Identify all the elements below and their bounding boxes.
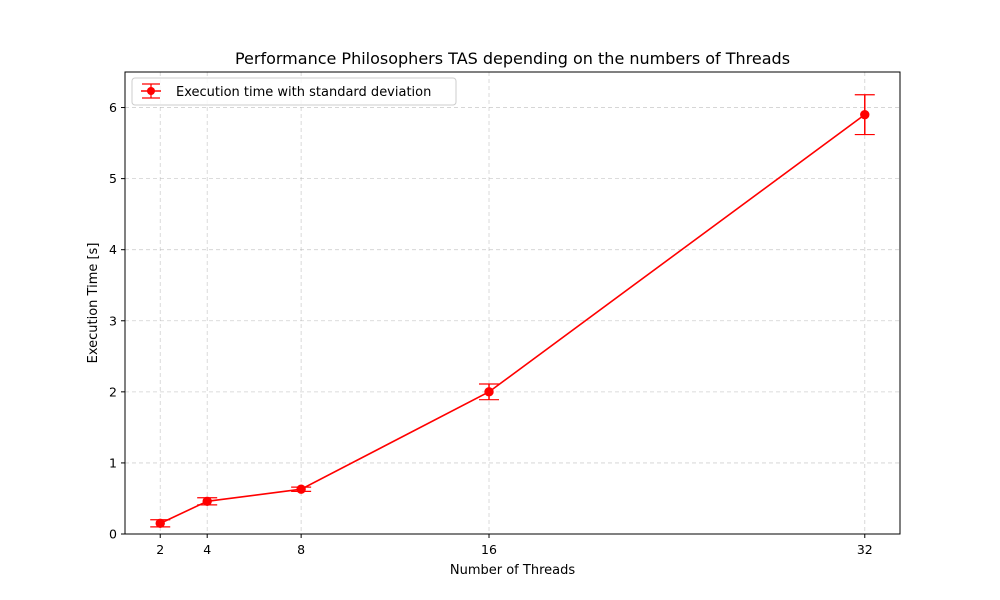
- legend-box: [131, 77, 457, 106]
- data-point: [860, 109, 870, 120]
- axis-ticks: 2 4 8 16 32 0 1 2 3 4 5 6: [109, 100, 873, 557]
- data-point: [296, 484, 306, 494]
- plot-frame: [124, 71, 901, 535]
- y-tick-label: 2: [109, 384, 117, 399]
- y-tick-label: 4: [109, 242, 117, 257]
- y-tick-label: 6: [109, 100, 117, 115]
- x-tick-label: 8: [297, 542, 305, 557]
- legend: Execution time with standard deviation: [131, 77, 457, 106]
- legend-entry: Execution time with standard deviation: [176, 85, 431, 100]
- x-tick-label: 2: [156, 542, 164, 557]
- y-tick-label: 1: [109, 455, 117, 470]
- y-axis-label: Execution Time [s]: [86, 243, 101, 364]
- y-tick-label: 3: [109, 313, 117, 328]
- x-axis-label: Number of Threads: [450, 563, 575, 578]
- x-tick-label: 32: [857, 542, 873, 557]
- y-tick-label: 0: [109, 527, 117, 542]
- grid-lines: [125, 72, 900, 535]
- data-point: [155, 518, 165, 529]
- x-tick-label: 16: [481, 542, 497, 557]
- legend-point: [147, 87, 155, 95]
- data-point: [484, 387, 494, 397]
- legend-marker: [141, 83, 161, 99]
- series-layer: [150, 94, 875, 529]
- data-point: [202, 496, 212, 507]
- y-tick-label: 5: [109, 171, 117, 186]
- x-tick-label: 4: [203, 542, 211, 557]
- chart-title: Performance Philosophers TAS depending o…: [235, 49, 790, 68]
